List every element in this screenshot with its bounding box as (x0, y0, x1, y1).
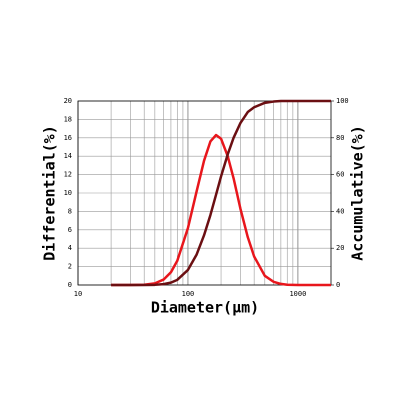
y2-axis-label: Accumulative(%) (349, 125, 367, 260)
x-tick-label: 10 (74, 290, 82, 298)
y-tick-label: 14 (64, 152, 72, 160)
y-tick-label: 6 (68, 226, 72, 234)
data-line (111, 99, 331, 287)
y-tick-label: 4 (68, 244, 72, 252)
x-tick-label: 1000 (289, 290, 306, 298)
x-axis-label: Diameter(μm) (151, 299, 259, 317)
y2-tick-label: 20 (336, 244, 344, 252)
y-tick-label: 12 (64, 171, 72, 179)
y-tick-label: 20 (64, 97, 72, 105)
y2-tick-label: 40 (336, 207, 344, 215)
x-tick-label: 100 (182, 290, 195, 298)
y2-tick-label: 100 (336, 97, 349, 105)
y-tick-label: 2 (68, 263, 72, 271)
plot-frame (77, 100, 332, 286)
y-tick-label: 8 (68, 207, 72, 215)
y-tick-label: 16 (64, 134, 72, 142)
y2-tick-label: 60 (336, 171, 344, 179)
y-axis-label: Differential(%) (41, 125, 59, 260)
y-tick-label: 10 (64, 189, 72, 197)
y2-tick-label: 0 (336, 281, 340, 289)
y-tick-label: 18 (64, 115, 72, 123)
y-tick-label: 0 (68, 281, 72, 289)
y2-tick-label: 80 (336, 134, 344, 142)
data-line (111, 133, 331, 287)
